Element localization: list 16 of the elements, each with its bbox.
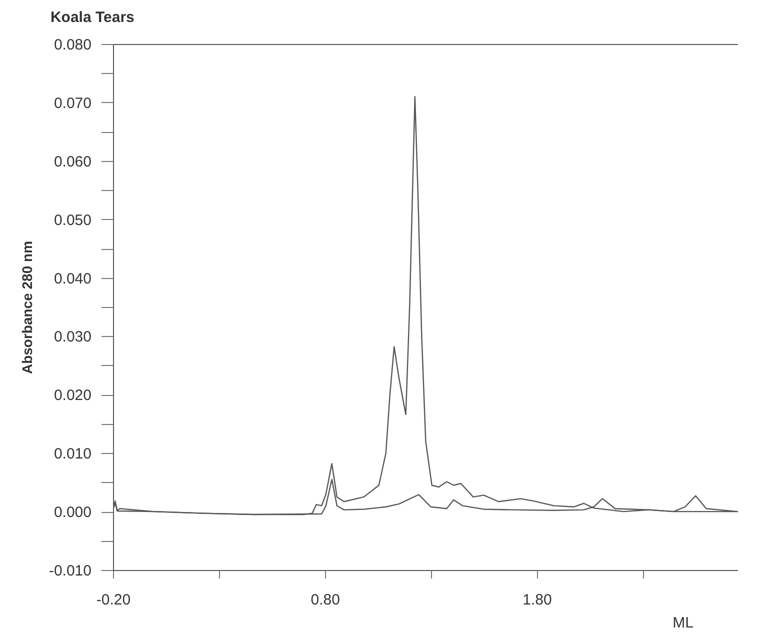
- y-tick-label: 0.080: [54, 36, 92, 54]
- y-axis-title: Absorbance 280 nm: [18, 240, 35, 374]
- y-tick-label: -0.010: [48, 562, 92, 580]
- x-tick-label: -0.20: [96, 592, 131, 608]
- chart-title: Koala Tears: [50, 9, 134, 26]
- x-tick-label: 0.80: [310, 592, 340, 608]
- y-tick-label: 0.050: [54, 212, 92, 229]
- y-tick-label: 0.020: [54, 387, 92, 404]
- x-tick-label: 1.80: [522, 592, 552, 608]
- y-tick-label: 0.070: [54, 94, 92, 112]
- x-axis-title: ML: [672, 614, 694, 632]
- y-tick-label: 0.000: [54, 504, 92, 522]
- y-tick-label: 0.040: [54, 270, 92, 288]
- y-tick-label: 0.060: [54, 153, 92, 170]
- y-tick-label: 0.030: [54, 328, 92, 346]
- y-tick-label: 0.010: [54, 446, 92, 463]
